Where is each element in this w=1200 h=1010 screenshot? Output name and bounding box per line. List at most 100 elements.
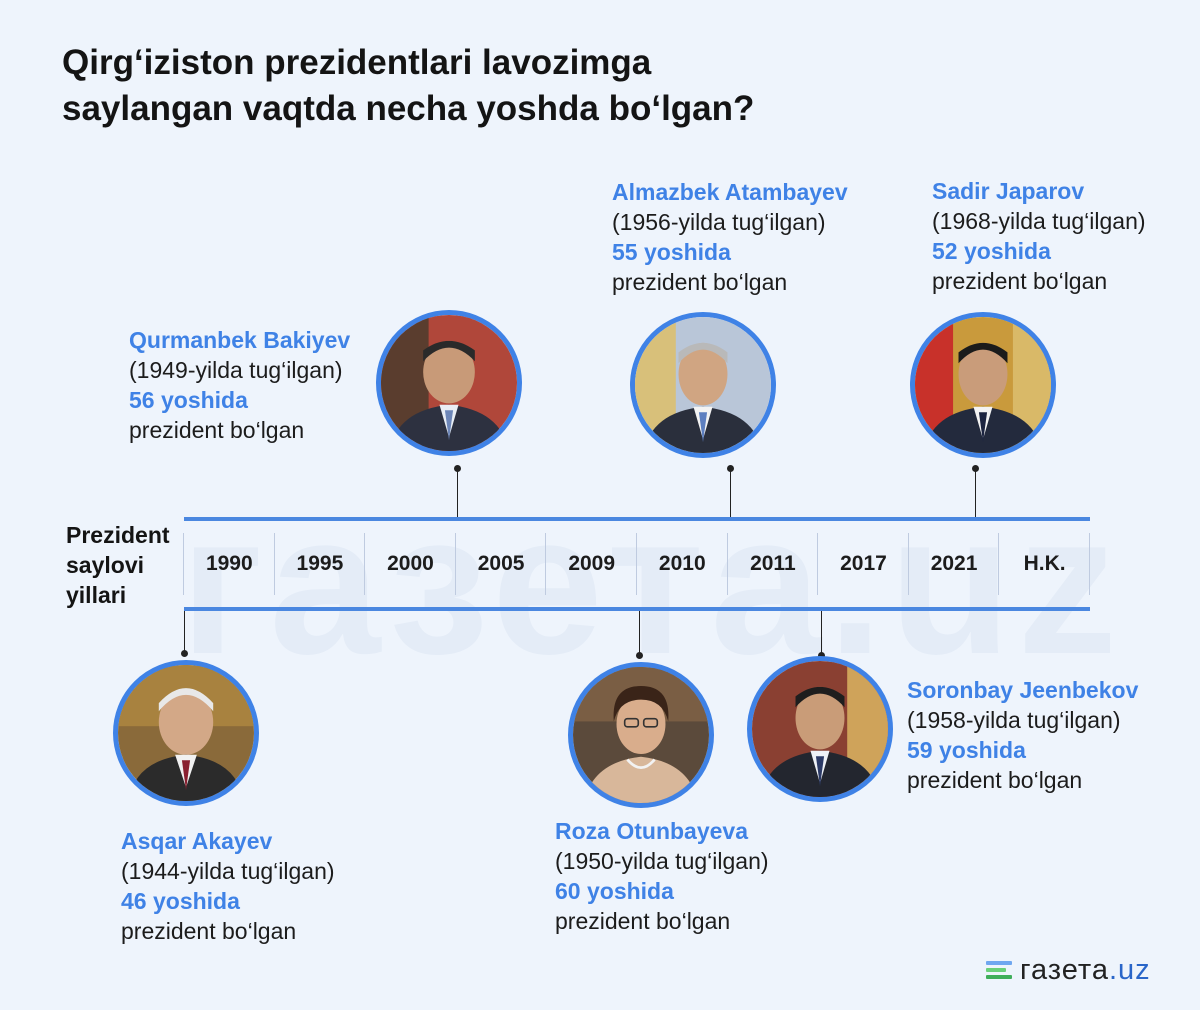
connector-atambayev bbox=[730, 468, 731, 517]
year-cell: 2005 bbox=[454, 521, 547, 607]
timeline-top-line bbox=[184, 517, 1090, 521]
president-birth-year: (1956-yilda tug‘ilgan) bbox=[612, 209, 826, 235]
year-separator bbox=[545, 533, 547, 595]
year-label: 2010 bbox=[658, 552, 706, 575]
year-cell: 1990 bbox=[183, 521, 275, 607]
year-separator bbox=[183, 533, 184, 595]
connector-japarov bbox=[975, 468, 976, 517]
year-label: 1990 bbox=[205, 552, 253, 575]
president-age: 52 yoshida bbox=[932, 238, 1051, 264]
atambayev-portrait bbox=[630, 312, 776, 458]
president-name: Almazbek Atambayev bbox=[612, 179, 848, 205]
president-birth-year: (1958-yilda tug‘ilgan) bbox=[907, 707, 1121, 733]
president-role: prezident bo‘lgan bbox=[612, 269, 788, 295]
year-label: H.K. bbox=[1023, 552, 1066, 575]
connector-akayev bbox=[184, 611, 185, 653]
president-age: 59 yoshida bbox=[907, 737, 1026, 763]
year-separator bbox=[635, 533, 637, 595]
president-japarov: Sadir Japarov (1968-yilda tug‘ilgan) 52 … bbox=[932, 176, 1146, 296]
connector-dot-otunbayeva bbox=[636, 652, 643, 659]
connector-otunbayeva bbox=[639, 611, 640, 655]
page-title: Qirg‘iziston prezidentlari lavozimga say… bbox=[62, 40, 962, 132]
president-birth-year: (1949-yilda tug‘ilgan) bbox=[129, 357, 343, 383]
year-label: 1995 bbox=[296, 552, 344, 575]
logo-tld: .uz bbox=[1108, 953, 1151, 986]
timeline-bottom-line bbox=[184, 607, 1090, 611]
president-birth-year: (1944-yilda tug‘ilgan) bbox=[121, 858, 335, 884]
year-separator bbox=[907, 533, 909, 595]
president-name: Qurmanbek Bakiyev bbox=[129, 327, 351, 353]
title-line-1: Qirg‘iziston prezidentlari lavozimga bbox=[62, 43, 652, 82]
year-cell: 1995 bbox=[273, 521, 366, 607]
connector-dot-jeenbekov bbox=[818, 652, 825, 659]
year-separator bbox=[1088, 533, 1090, 595]
akayev-portrait bbox=[113, 660, 259, 806]
connector-dot-akayev bbox=[181, 650, 188, 657]
connector-jeenbekov bbox=[821, 611, 822, 655]
president-age: 56 yoshida bbox=[129, 387, 248, 413]
year-separator bbox=[998, 533, 1000, 595]
president-role: prezident bo‘lgan bbox=[121, 918, 297, 944]
logo-stripes-icon bbox=[986, 959, 1012, 981]
year-label: 2009 bbox=[568, 552, 616, 575]
year-separator bbox=[454, 533, 456, 595]
timeline-years: 1990 1995 2000 2005 2009 2010 2011 2017 … bbox=[183, 521, 1090, 607]
year-separator bbox=[364, 533, 366, 595]
connector-dot-atambayev bbox=[727, 465, 734, 472]
year-cell: 2021 bbox=[907, 521, 1000, 607]
watermark: газета.uz bbox=[180, 473, 1124, 696]
president-role: prezident bo‘lgan bbox=[932, 268, 1108, 294]
jeenbekov-portrait-image bbox=[752, 661, 888, 797]
year-cell: 2011 bbox=[726, 521, 819, 607]
year-separator bbox=[273, 533, 275, 595]
year-cell: 2010 bbox=[635, 521, 728, 607]
president-name: Asqar Akayev bbox=[121, 828, 273, 854]
axis-label-line-1: Prezident bbox=[66, 522, 170, 548]
atambayev-portrait-image bbox=[635, 317, 771, 453]
bakiyev-portrait-image bbox=[381, 315, 517, 451]
president-age: 60 yoshida bbox=[555, 878, 674, 904]
president-name: Sadir Japarov bbox=[932, 178, 1085, 204]
president-role: prezident bo‘lgan bbox=[907, 767, 1083, 793]
jeenbekov-portrait bbox=[747, 656, 893, 802]
connector-bakiyev bbox=[457, 468, 458, 517]
otunbayeva-portrait-image bbox=[573, 667, 709, 803]
president-age: 55 yoshida bbox=[612, 239, 731, 265]
logo-main: газета bbox=[1020, 953, 1109, 986]
year-cell: 2009 bbox=[545, 521, 637, 607]
president-atambayev: Almazbek Atambayev (1956-yilda tug‘ilgan… bbox=[612, 177, 848, 297]
axis-label: Prezident saylovi yillari bbox=[66, 520, 170, 610]
president-birth-year: (1968-yilda tug‘ilgan) bbox=[932, 208, 1146, 234]
president-jeenbekov: Soronbay Jeenbekov (1958-yilda tug‘ilgan… bbox=[907, 675, 1138, 795]
logo-text: газета.uz bbox=[1020, 954, 1151, 987]
year-label: 2000 bbox=[387, 552, 434, 575]
president-akayev: Asqar Akayev (1944-yilda tug‘ilgan) 46 y… bbox=[121, 826, 335, 946]
year-separator bbox=[817, 533, 819, 595]
gazeta-logo: газета.uz bbox=[986, 950, 1151, 990]
president-age: 46 yoshida bbox=[121, 888, 240, 914]
president-birth-year: (1950-yilda tug‘ilgan) bbox=[555, 848, 769, 874]
japarov-portrait bbox=[910, 312, 1056, 458]
connector-dot-japarov bbox=[972, 465, 979, 472]
year-label: 2017 bbox=[840, 552, 887, 575]
title-line-2: saylangan vaqtda necha yoshda bo‘lgan? bbox=[62, 89, 755, 128]
year-label: 2011 bbox=[750, 552, 796, 575]
president-name: Roza Otunbayeva bbox=[555, 818, 748, 844]
bakiyev-portrait bbox=[376, 310, 522, 456]
year-label: 2005 bbox=[477, 552, 525, 575]
year-cell: 2000 bbox=[364, 521, 456, 607]
president-name: Soronbay Jeenbekov bbox=[907, 677, 1139, 703]
president-otunbayeva: Roza Otunbayeva (1950-yilda tug‘ilgan) 6… bbox=[555, 816, 769, 936]
president-role: prezident bo‘lgan bbox=[555, 908, 731, 934]
president-bakiyev: Qurmanbek Bakiyev (1949-yilda tug‘ilgan)… bbox=[129, 325, 350, 445]
year-separator bbox=[726, 533, 728, 595]
year-cell: H.K. bbox=[998, 521, 1090, 607]
year-cell: 2017 bbox=[817, 521, 909, 607]
president-role: prezident bo‘lgan bbox=[129, 417, 305, 443]
connector-dot-bakiyev bbox=[454, 465, 461, 472]
year-label: 2021 bbox=[930, 552, 978, 575]
japarov-portrait-image bbox=[915, 317, 1051, 453]
axis-label-line-2: saylovi bbox=[66, 552, 144, 578]
akayev-portrait-image bbox=[118, 665, 254, 801]
axis-label-line-3: yillari bbox=[66, 582, 127, 608]
